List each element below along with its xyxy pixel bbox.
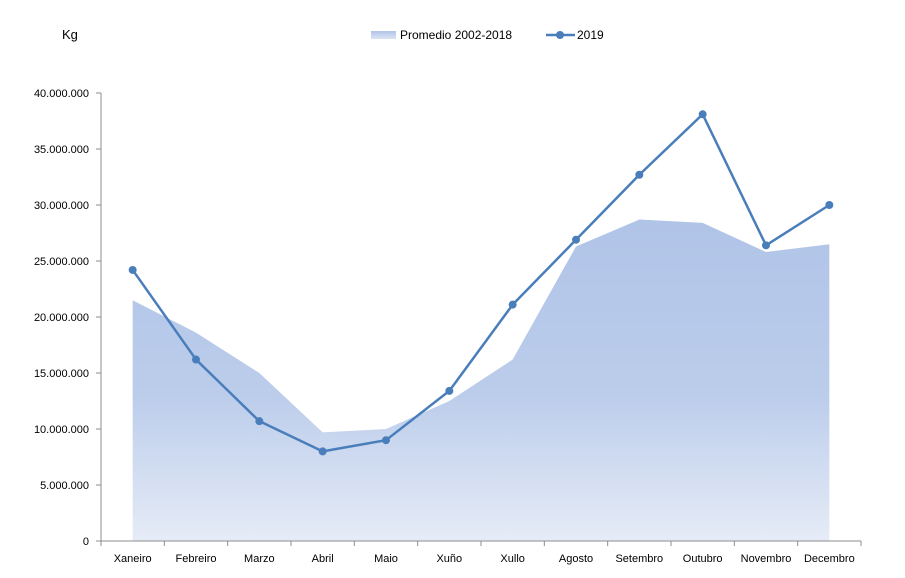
- data-point-2019: [572, 235, 580, 244]
- y-unit-label: Kg: [62, 27, 78, 42]
- x-tick-label: Outubro: [683, 553, 723, 565]
- x-tick-label: Xaneiro: [114, 553, 152, 565]
- data-point-2019: [508, 300, 517, 309]
- x-tick-label: Setembro: [615, 553, 663, 565]
- y-tick-label: 25.000.000: [34, 256, 89, 268]
- y-tick-label: 20.000.000: [34, 312, 89, 324]
- x-tick-label: Maio: [374, 553, 398, 565]
- x-tick-label: Xullo: [500, 553, 524, 565]
- x-tick-label: Abril: [312, 553, 334, 565]
- data-point-2019: [762, 241, 770, 250]
- y-tick-label: 30.000.000: [34, 200, 89, 212]
- y-tick-label: 5.000.000: [40, 480, 89, 492]
- y-tick-label: 15.000.000: [34, 368, 89, 380]
- data-point-2019: [698, 110, 707, 119]
- data-point-2019: [318, 447, 327, 456]
- x-tick-label: Agosto: [559, 553, 593, 565]
- legend-label-2019: 2019: [577, 28, 604, 42]
- y-tick-label: 0: [83, 536, 89, 548]
- area-series-average: [132, 219, 830, 541]
- data-point-2019: [382, 436, 390, 445]
- x-tick-label: Febreiro: [176, 553, 217, 565]
- data-point-2019: [635, 170, 644, 179]
- line-series-2019: [131, 113, 831, 453]
- legend-swatch-2019-marker: [556, 31, 564, 39]
- legend: Promedio 2002-2018 2019: [371, 28, 604, 42]
- x-tick-label: Marzo: [244, 553, 275, 565]
- y-tick-label: 35.000.000: [34, 144, 89, 156]
- data-point-2019: [825, 201, 834, 209]
- legend-label-average: Promedio 2002-2018: [400, 28, 512, 42]
- y-tick-label: 40.000.000: [34, 88, 89, 100]
- legend-swatch-average: [371, 31, 396, 39]
- x-tick-label: Decembro: [804, 553, 855, 565]
- data-point-2019: [445, 386, 454, 395]
- data-point-2019: [255, 417, 264, 426]
- plot-area: 0 5.000.000 10.000.000 15.000.000 20.000.000…: [34, 88, 862, 565]
- x-tick-label: Novembro: [741, 553, 792, 565]
- y-tick-label: 10.000.000: [34, 424, 89, 436]
- data-point-2019: [192, 355, 200, 364]
- data-point-2019: [128, 265, 137, 274]
- x-tick-label: Xuño: [436, 553, 462, 565]
